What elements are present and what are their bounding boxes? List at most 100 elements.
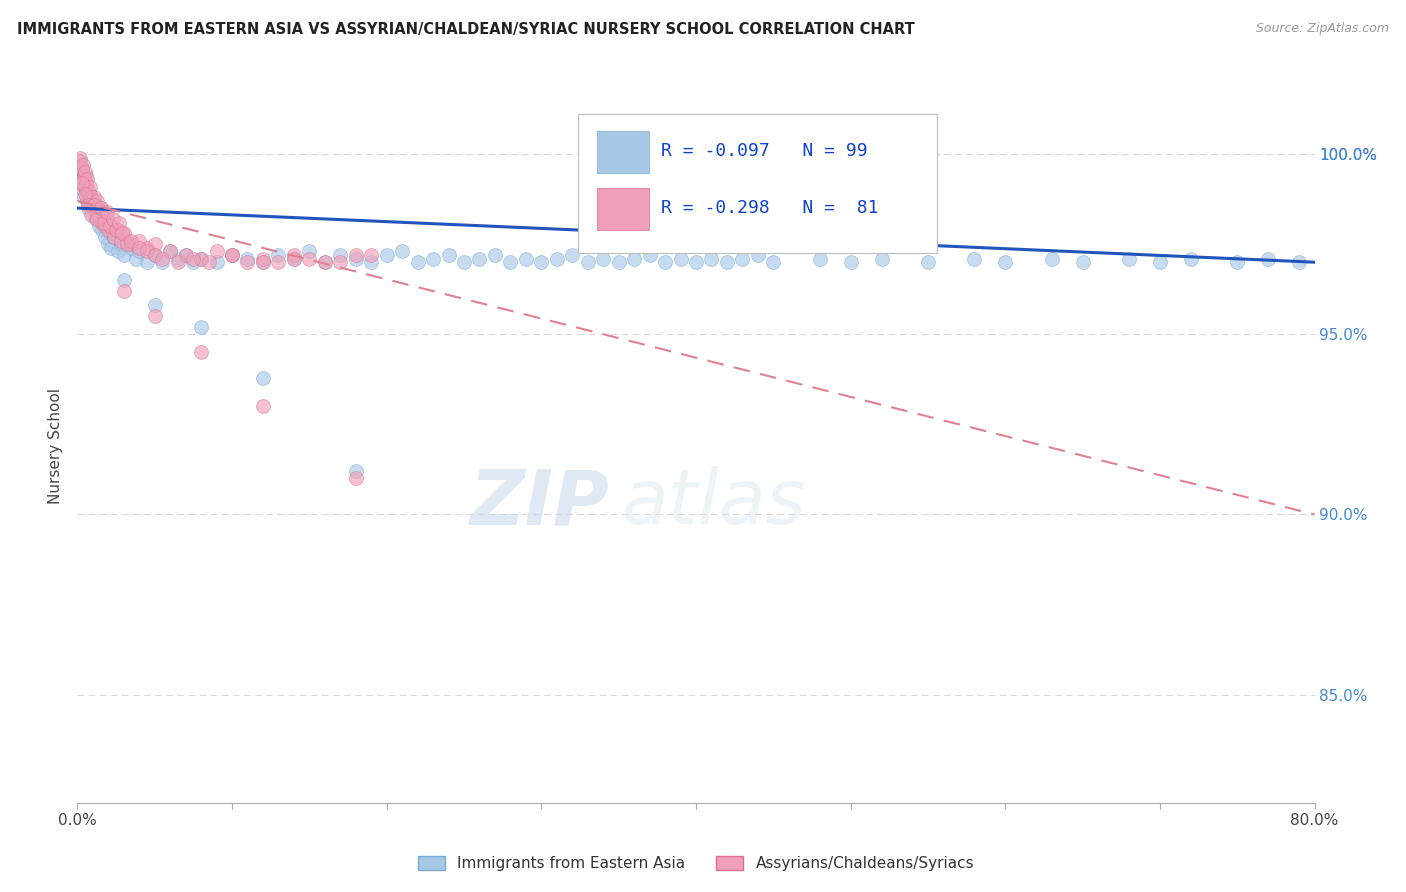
- Point: [91, 223, 114, 237]
- Point: [143, 248, 166, 262]
- Point: [283, 252, 305, 266]
- Point: [115, 237, 138, 252]
- Point: [111, 227, 134, 241]
- Point: [72, 169, 94, 183]
- Point: [72, 158, 94, 172]
- Point: [870, 252, 893, 266]
- Point: [453, 255, 475, 269]
- Point: [406, 255, 429, 269]
- Point: [93, 211, 115, 226]
- Point: [252, 255, 274, 269]
- Point: [592, 252, 614, 266]
- Point: [76, 172, 98, 186]
- Point: [103, 230, 125, 244]
- Point: [79, 186, 101, 201]
- Point: [86, 201, 108, 215]
- Point: [205, 255, 228, 269]
- Point: [731, 252, 754, 266]
- Point: [252, 400, 274, 414]
- Point: [75, 179, 96, 194]
- Point: [221, 248, 243, 262]
- Point: [1226, 255, 1249, 269]
- Point: [576, 255, 599, 269]
- Point: [546, 252, 568, 266]
- Point: [84, 211, 107, 226]
- Point: [174, 248, 197, 262]
- Point: [128, 234, 150, 248]
- Text: R = -0.097   N = 99: R = -0.097 N = 99: [661, 143, 868, 161]
- Point: [80, 208, 103, 222]
- Point: [236, 255, 259, 269]
- Point: [84, 204, 107, 219]
- Point: [1180, 252, 1202, 266]
- Point: [267, 248, 290, 262]
- Point: [82, 201, 104, 215]
- Point: [360, 255, 382, 269]
- Point: [76, 194, 98, 208]
- Point: [221, 248, 243, 262]
- Point: [98, 219, 121, 234]
- Point: [110, 237, 132, 252]
- Point: [77, 194, 100, 208]
- FancyBboxPatch shape: [598, 130, 650, 173]
- Point: [917, 255, 939, 269]
- Point: [183, 252, 205, 266]
- Point: [93, 215, 115, 229]
- Text: atlas: atlas: [621, 467, 806, 540]
- Point: [73, 190, 96, 204]
- Point: [75, 169, 97, 183]
- Point: [283, 252, 305, 266]
- Point: [422, 252, 444, 266]
- Point: [252, 255, 274, 269]
- Point: [82, 208, 104, 222]
- Point: [994, 255, 1017, 269]
- Point: [1071, 255, 1094, 269]
- Point: [76, 183, 98, 197]
- Point: [100, 219, 122, 234]
- Point: [267, 255, 290, 269]
- Point: [298, 244, 321, 259]
- Point: [67, 154, 90, 169]
- Point: [314, 255, 336, 269]
- Point: [87, 211, 110, 226]
- Point: [91, 215, 114, 229]
- Point: [685, 255, 707, 269]
- Point: [98, 227, 121, 241]
- Point: [72, 172, 94, 186]
- Point: [75, 176, 97, 190]
- Point: [839, 255, 862, 269]
- Point: [669, 252, 692, 266]
- Point: [344, 252, 367, 266]
- Point: [87, 219, 110, 234]
- Point: [80, 190, 103, 204]
- Point: [762, 255, 785, 269]
- Point: [1257, 252, 1279, 266]
- Point: [143, 298, 166, 312]
- Point: [70, 161, 93, 176]
- Point: [107, 244, 129, 259]
- Point: [298, 252, 321, 266]
- Point: [716, 255, 738, 269]
- Point: [96, 211, 118, 226]
- Point: [700, 252, 723, 266]
- Point: [167, 255, 190, 269]
- Point: [375, 248, 398, 262]
- Point: [103, 230, 125, 244]
- Point: [236, 252, 259, 266]
- Point: [654, 255, 676, 269]
- Point: [94, 230, 117, 244]
- Text: ZIP: ZIP: [470, 467, 609, 540]
- Point: [252, 370, 274, 384]
- Point: [128, 244, 150, 259]
- Point: [80, 197, 103, 211]
- Point: [136, 255, 159, 269]
- Point: [159, 244, 181, 259]
- Point: [86, 211, 108, 226]
- Point: [100, 241, 122, 255]
- Point: [143, 237, 166, 252]
- Legend: Immigrants from Eastern Asia, Assyrians/Chaldeans/Syriacs: Immigrants from Eastern Asia, Assyrians/…: [412, 850, 980, 877]
- Point: [77, 183, 100, 197]
- Point: [136, 241, 159, 255]
- Point: [607, 255, 630, 269]
- Point: [344, 471, 367, 485]
